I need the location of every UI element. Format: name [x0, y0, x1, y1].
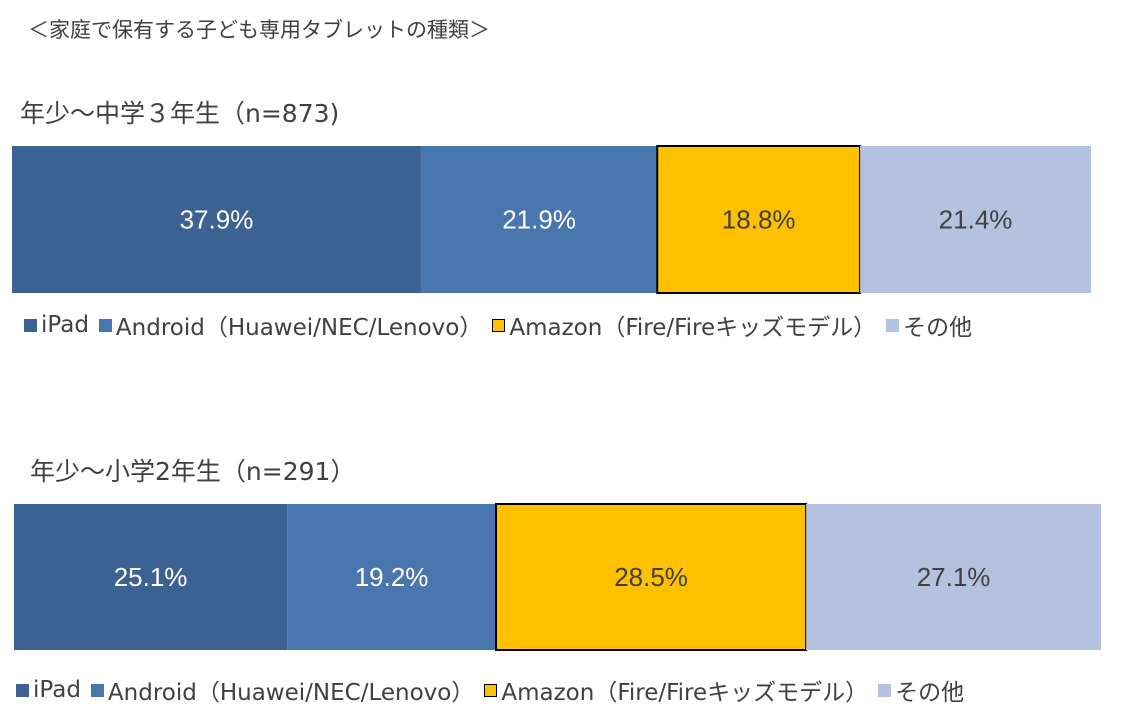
bar-segment-other: [806, 504, 1101, 650]
legend-label-android: Android（Huawei/NEC/Lenovo）: [107, 680, 475, 706]
legend-swatch-amazon: [492, 318, 506, 332]
data-label-ipad: 37.9%: [180, 205, 254, 235]
legend-item-other: その他: [878, 673, 964, 707]
legend-label-other: その他: [895, 680, 965, 706]
chart-1: 年少～中学３年生（n=873) 37.9% 21.9% 18.8% 21.4% iPa…: [12, 99, 1091, 342]
legend-label-ipad: iPad: [41, 312, 89, 338]
legend-item-amazon: Amazon（Fire/Fireキッズモデル）: [492, 308, 876, 342]
legend-item-other: その他: [886, 308, 972, 342]
legend-swatch-ipad: [16, 683, 29, 697]
chart-1-title: 年少～中学３年生（n=873): [20, 99, 340, 128]
legend-label-ipad: iPad: [33, 677, 81, 703]
bar-segment-android: [420, 146, 658, 293]
figure-title: ＜家庭で保有する子ども専用タブレットの種類＞: [28, 18, 490, 42]
legend-item-android: Android（Huawei/NEC/Lenovo）: [98, 308, 483, 342]
legend-item-android: Android（Huawei/NEC/Lenovo）: [90, 673, 475, 707]
bar-segment-ipad: [12, 146, 421, 293]
data-label-ipad: 25.1%: [114, 562, 188, 592]
legend-label-amazon: Amazon（Fire/Fireキッズモデル）: [509, 315, 877, 341]
data-label-amazon: 18.8%: [722, 205, 796, 235]
legend-label-amazon: Amazon（Fire/Fireキッズモデル）: [501, 680, 869, 706]
chart-1-legend: iPad Android（Huawei/NEC/Lenovo） Amazon（F…: [24, 308, 982, 342]
data-label-other: 27.1%: [917, 562, 991, 592]
data-label-other: 21.4%: [939, 205, 1013, 235]
chart-2-legend: iPad Android（Huawei/NEC/Lenovo） Amazon（F…: [16, 673, 974, 707]
data-label-android: 19.2%: [355, 562, 429, 592]
chart-1-bar: 37.9% 21.9% 18.8% 21.4%: [12, 145, 1091, 294]
data-label-amazon: 28.5%: [614, 562, 688, 592]
chart-2-title: 年少～小学2年生（n=291）: [30, 457, 356, 486]
legend-swatch-amazon: [484, 683, 498, 697]
legend-item-amazon: Amazon（Fire/Fireキッズモデル）: [484, 673, 868, 707]
legend-label-android: Android（Huawei/NEC/Lenovo）: [115, 315, 483, 341]
bar-segment-ipad: [14, 504, 288, 650]
legend-swatch-other: [886, 318, 900, 332]
legend-swatch-android: [90, 683, 104, 697]
chart-2-bar: 25.1% 19.2% 28.5% 27.1%: [14, 503, 1101, 651]
data-label-android: 21.9%: [502, 205, 576, 235]
legend-swatch-android: [98, 318, 112, 332]
bar-segment-other: [860, 146, 1091, 293]
bar-segment-android: [287, 504, 497, 650]
legend-swatch-other: [878, 683, 892, 697]
bar-segment-amazon: [495, 503, 808, 651]
legend-label-other: その他: [903, 315, 973, 341]
legend-item-ipad: iPad: [16, 677, 81, 703]
legend-item-ipad: iPad: [24, 312, 89, 338]
legend-swatch-ipad: [24, 318, 37, 332]
bar-segment-amazon: [656, 145, 862, 294]
